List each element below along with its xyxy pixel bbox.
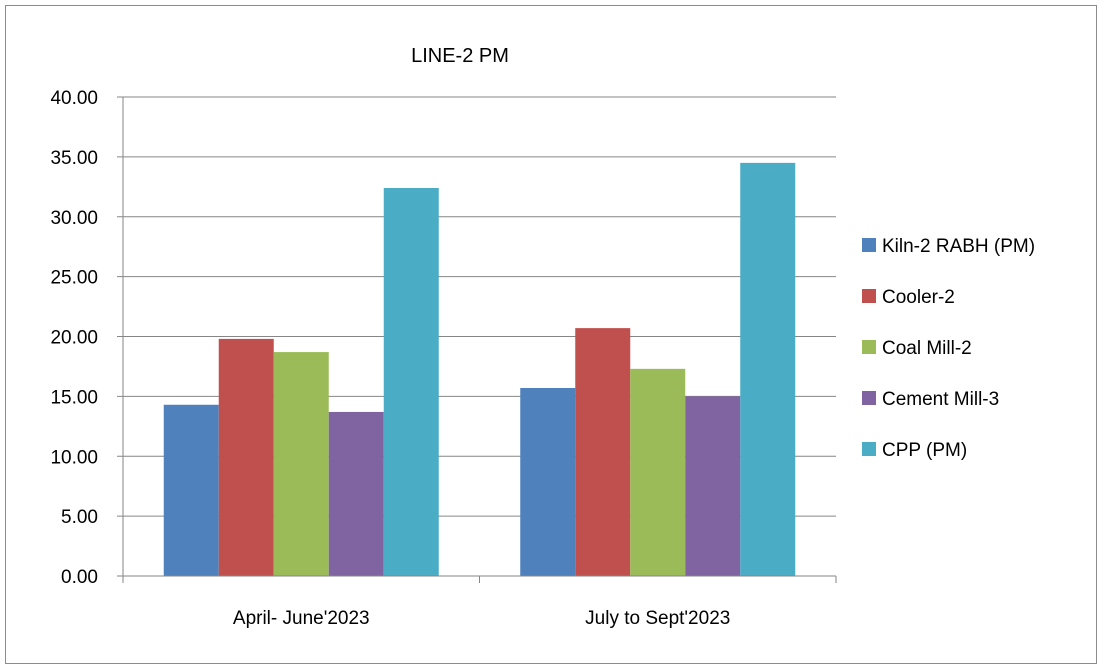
bar [273, 352, 329, 576]
y-tick-label: 5.00 [61, 507, 98, 528]
bar [328, 411, 384, 576]
y-tick-label: 35.00 [50, 148, 98, 169]
legend-swatch [862, 391, 876, 405]
y-axis-tick-labels: 0.00 5.00 10.00 15.00 20.00 25.00 30.00 35.00 40… [50, 88, 98, 588]
legend-label: Kiln-2 RABH (PM) [882, 236, 1035, 257]
bar [575, 328, 631, 576]
y-tick-label: 25.00 [50, 268, 98, 289]
x-tick-label: April- June'2023 [233, 608, 370, 629]
y-tick-label: 0.00 [61, 567, 98, 588]
legend-swatch [862, 340, 876, 354]
bar [685, 396, 741, 576]
legend-swatch [862, 289, 876, 303]
bar [218, 338, 274, 576]
bar [630, 368, 686, 576]
y-tick-label: 40.00 [50, 88, 98, 109]
legend-swatch [862, 238, 876, 252]
bar [383, 188, 439, 576]
legend-label: Coal Mill-2 [882, 338, 972, 359]
bars [163, 162, 796, 577]
y-tick-label: 30.00 [50, 208, 98, 229]
x-tick-label: July to Sept'2023 [585, 608, 730, 629]
bar [520, 387, 576, 576]
legend-label: CPP (PM) [882, 440, 967, 461]
legend-swatch [862, 442, 876, 456]
y-tick-label: 15.00 [50, 387, 98, 408]
legend-label: Cooler-2 [882, 287, 955, 308]
legend: Kiln-2 RABH (PM) Cooler-2 Coal Mill-2 Cemen… [862, 236, 1035, 461]
chart-title: LINE-2 PM [411, 45, 509, 67]
y-tick-label: 20.00 [50, 328, 98, 349]
legend-label: Cement Mill-3 [882, 389, 999, 410]
y-tick-label: 10.00 [50, 447, 98, 468]
axes [117, 96, 837, 583]
bar [740, 162, 796, 577]
x-axis-tick-labels: April- June'2023 July to Sept'2023 [233, 608, 730, 629]
bar [163, 404, 219, 576]
